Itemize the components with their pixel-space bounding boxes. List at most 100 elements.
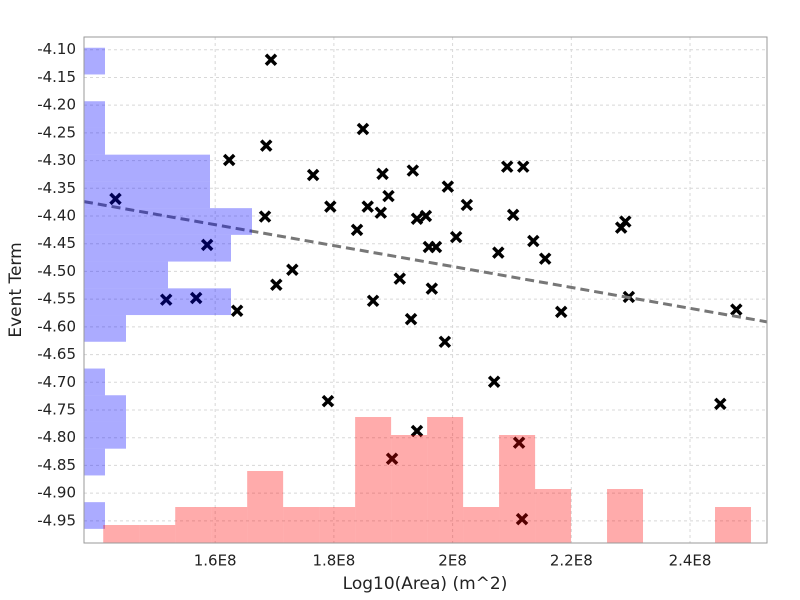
x-histogram-bar	[211, 507, 248, 543]
scatter-point	[222, 153, 236, 167]
x-tick-label: 2.4E8	[669, 552, 712, 570]
y-histogram-bar	[84, 127, 105, 155]
x-histogram-bar	[463, 507, 500, 543]
x-histogram-bar	[427, 417, 464, 543]
y-tick-label: -4.60	[37, 317, 76, 335]
y-histogram-bar	[84, 261, 168, 289]
scatter-point	[487, 375, 501, 388]
scatter-point	[441, 180, 455, 193]
scatter-point	[449, 230, 463, 244]
scatter-point	[109, 192, 122, 206]
scatter-point	[321, 394, 335, 408]
y-tick-label: -4.20	[37, 96, 76, 114]
scatter-point	[406, 164, 420, 177]
x-histogram-bar	[499, 435, 536, 543]
y-histogram-bar	[84, 368, 105, 396]
y-tick-label: -4.35	[37, 179, 76, 197]
scatter-point	[410, 424, 424, 438]
y-histogram-bar	[84, 47, 105, 75]
scatter-point	[538, 252, 552, 265]
scatter-point	[361, 200, 374, 213]
scatter-point	[374, 206, 388, 219]
scatter-point	[189, 291, 203, 305]
scatter-point	[356, 122, 370, 136]
y-histogram-bar	[84, 502, 105, 529]
scatter-point	[159, 293, 173, 306]
scatter-point	[730, 303, 743, 316]
scatter-point	[492, 246, 505, 259]
scatter-point	[619, 215, 632, 228]
scatter-point	[324, 200, 337, 213]
x-histogram-bar	[355, 417, 392, 543]
plot-frame	[83, 36, 768, 544]
y-tick-label: -4.25	[37, 123, 76, 141]
y-tick-label: -4.80	[37, 428, 76, 446]
scatter-point	[527, 234, 540, 248]
scatter-point	[512, 436, 526, 449]
y-tick-label: -4.55	[37, 290, 76, 308]
y-tick-label: -4.40	[37, 207, 76, 225]
scatter-point	[460, 198, 474, 212]
y-histogram-bar	[84, 234, 231, 262]
scatter-point	[554, 305, 568, 319]
x-histogram-bar	[283, 507, 320, 543]
scatter-point	[429, 240, 443, 254]
y-histogram-bar	[84, 154, 210, 182]
scatter-point	[714, 397, 727, 411]
y-axis-title: Event Term	[6, 242, 26, 337]
y-tick-label: -4.85	[37, 456, 76, 474]
scatter-point	[376, 167, 389, 181]
y-tick-label: -4.65	[37, 345, 76, 363]
scatter-point	[506, 208, 520, 222]
y-tick-label: -4.70	[37, 373, 76, 391]
y-histogram-bar	[84, 181, 210, 209]
y-histogram-bar	[84, 395, 126, 422]
scatter-point	[500, 160, 514, 173]
y-histogram-bar	[84, 101, 105, 128]
scatter-point	[200, 238, 214, 252]
x-tick-label: 1.6E8	[194, 552, 237, 570]
y-tick-label: -4.95	[37, 511, 76, 529]
y-histogram-bar	[84, 421, 126, 449]
y-histogram-bar	[84, 315, 126, 342]
x-histogram-bar	[715, 507, 751, 543]
scatter-point	[350, 223, 364, 237]
x-histogram-bar	[139, 525, 176, 543]
scatter-point	[515, 512, 529, 526]
scatter-point	[264, 53, 278, 66]
scatter-point	[516, 160, 530, 173]
scatter-point	[258, 210, 272, 223]
scatter-point	[270, 278, 283, 291]
regression-line	[83, 200, 768, 324]
x-histogram-bar	[607, 489, 644, 543]
scatter-point	[410, 212, 424, 226]
y-histogram-bar	[84, 448, 105, 476]
x-tick-label: 2.2E8	[550, 552, 593, 570]
scatter-point	[286, 263, 299, 277]
y-tick-label: -4.75	[37, 400, 76, 418]
x-tick-label: 1.8E8	[312, 552, 355, 570]
x-histogram-bar	[319, 507, 356, 543]
x-histogram-bar	[535, 489, 572, 543]
scatter-point	[259, 139, 273, 152]
x-histogram-bar	[175, 507, 212, 543]
x-axis-title: Log10(Area) (m^2)	[343, 574, 508, 594]
y-histogram-bar	[84, 208, 252, 235]
y-tick-label: -4.15	[37, 68, 76, 86]
x-histogram-bar	[103, 525, 140, 543]
y-histogram-bar	[84, 288, 231, 316]
scatter-point	[385, 452, 399, 465]
x-tick-label: 2E8	[438, 552, 467, 570]
y-tick-label: -4.50	[37, 262, 76, 280]
scatter-point	[382, 189, 395, 203]
y-tick-label: -4.90	[37, 484, 76, 502]
x-histogram-bar	[391, 435, 428, 543]
scatter-point	[425, 282, 439, 295]
scatter-point	[438, 335, 452, 349]
scatter-point	[366, 294, 380, 308]
scatter-point	[393, 272, 407, 285]
x-histogram-bar	[247, 471, 284, 543]
scatter-point	[404, 312, 418, 326]
